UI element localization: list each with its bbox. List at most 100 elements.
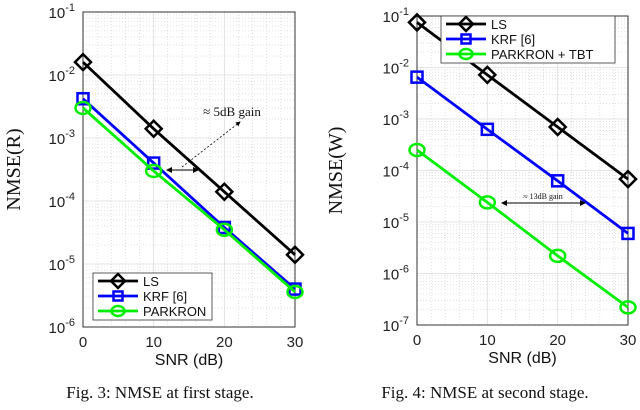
- circle-marker: [144, 163, 163, 179]
- legend-label: KRF [6]: [491, 32, 535, 47]
- y-tick-exponent: -4: [65, 191, 75, 203]
- y-tick-label: 10-3: [49, 128, 75, 148]
- y-tick-label: 10-5: [383, 212, 409, 232]
- series-parkron: [74, 100, 304, 300]
- square-marker: [550, 174, 565, 188]
- legend-label: PARKRON + TBT: [491, 47, 594, 62]
- series-parkron-tbt: [408, 142, 637, 315]
- x-tick-label: 20: [216, 334, 233, 351]
- y-tick-base: 10: [383, 318, 400, 335]
- y-tick-exponent: -3: [65, 128, 75, 140]
- diamond-marker: [407, 12, 427, 33]
- y-tick-exponent: -6: [399, 264, 409, 276]
- y-tick-exponent: -5: [399, 212, 409, 224]
- circle-marker: [619, 300, 637, 315]
- y-tick-label: 10-3: [383, 109, 409, 129]
- x-tick-label: 30: [620, 332, 637, 349]
- y-tick-exponent: -2: [65, 65, 75, 77]
- x-axis-label: SNR (dB): [488, 350, 556, 367]
- x-tick-label: 10: [145, 334, 162, 351]
- y-tick-label: 10-5: [49, 254, 75, 274]
- legend-label: KRF [6]: [143, 289, 187, 304]
- square-marker: [112, 290, 124, 302]
- y-tick-base: 10: [49, 194, 66, 211]
- y-axis-label: NMSE(R): [3, 128, 25, 210]
- circle-marker: [286, 284, 304, 300]
- plot-frame: [82, 11, 296, 328]
- series-line: [416, 148, 629, 309]
- x-tick-label: 20: [549, 332, 566, 349]
- y-tick-label: 10-1: [383, 6, 409, 26]
- diamond-marker: [285, 245, 305, 265]
- diamond-marker: [143, 119, 164, 139]
- y-tick-base: 10: [383, 215, 400, 232]
- x-tick-label: 10: [479, 332, 496, 349]
- y-tick-label: 10-6: [49, 317, 75, 337]
- circle-marker: [548, 248, 567, 264]
- circle-marker: [478, 195, 497, 210]
- gain-annotation: ≈ 5dB gain: [203, 104, 261, 119]
- circle-marker: [458, 47, 474, 61]
- y-tick-base: 10: [383, 9, 400, 26]
- diamond-marker: [109, 272, 127, 290]
- y-tick-label: 10-4: [49, 191, 75, 211]
- y-tick-label: 10-1: [49, 2, 75, 22]
- y-tick-base: 10: [383, 267, 400, 284]
- x-tick-label: 0: [413, 332, 421, 349]
- diamond-marker: [73, 52, 93, 72]
- y-tick-exponent: -1: [399, 6, 409, 18]
- y-tick-exponent: -3: [399, 109, 409, 121]
- series-line: [82, 61, 296, 256]
- series-line: [416, 76, 629, 235]
- x-tick-label: 30: [287, 334, 304, 351]
- diamond-marker: [477, 65, 498, 85]
- square-marker: [217, 220, 232, 235]
- figure-caption: Fig. 3: NMSE at first stage.: [66, 383, 253, 402]
- diamond-marker: [618, 169, 638, 189]
- gain-annotation: ≈ 13dB gain: [523, 192, 563, 201]
- series-ls: [73, 52, 305, 265]
- legend-label: LS: [143, 274, 159, 289]
- square-marker: [460, 33, 472, 45]
- diamond-marker: [214, 182, 235, 202]
- y-tick-base: 10: [49, 257, 66, 274]
- circle-marker: [110, 304, 126, 318]
- legend-label: LS: [491, 17, 507, 32]
- circle-marker: [74, 100, 92, 116]
- y-tick-label: 10-7: [383, 315, 409, 335]
- x-tick-label: 0: [79, 334, 87, 351]
- y-tick-exponent: -1: [65, 2, 75, 14]
- y-tick-label: 10-4: [383, 161, 409, 181]
- y-tick-exponent: -6: [65, 317, 75, 329]
- y-tick-base: 10: [383, 164, 400, 181]
- square-marker: [410, 70, 424, 84]
- square-marker: [480, 122, 495, 137]
- y-tick-base: 10: [49, 68, 66, 85]
- x-axis-label: SNR (dB): [155, 352, 223, 369]
- y-tick-base: 10: [383, 112, 400, 129]
- y-tick-exponent: -5: [65, 254, 75, 266]
- y-axis-label: NMSE(W): [325, 127, 347, 215]
- circle-marker: [408, 142, 426, 158]
- y-tick-label: 10-2: [383, 58, 409, 78]
- y-tick-exponent: -4: [399, 161, 409, 173]
- y-tick-base: 10: [49, 131, 66, 148]
- y-tick-exponent: -7: [399, 315, 409, 327]
- square-marker: [621, 226, 635, 241]
- y-tick-exponent: -2: [399, 58, 409, 70]
- legend-label: PARKRON: [143, 304, 206, 319]
- square-marker: [146, 156, 161, 170]
- y-tick-base: 10: [383, 61, 400, 78]
- circle-marker: [215, 222, 234, 237]
- square-marker: [76, 91, 90, 106]
- series-line: [82, 97, 296, 291]
- figure-caption: Fig. 4: NMSE at second stage.: [381, 383, 588, 402]
- y-tick-base: 10: [49, 320, 66, 337]
- series-krf-6-: [410, 70, 635, 241]
- y-tick-label: 10-6: [383, 264, 409, 284]
- y-tick-label: 10-2: [49, 65, 75, 85]
